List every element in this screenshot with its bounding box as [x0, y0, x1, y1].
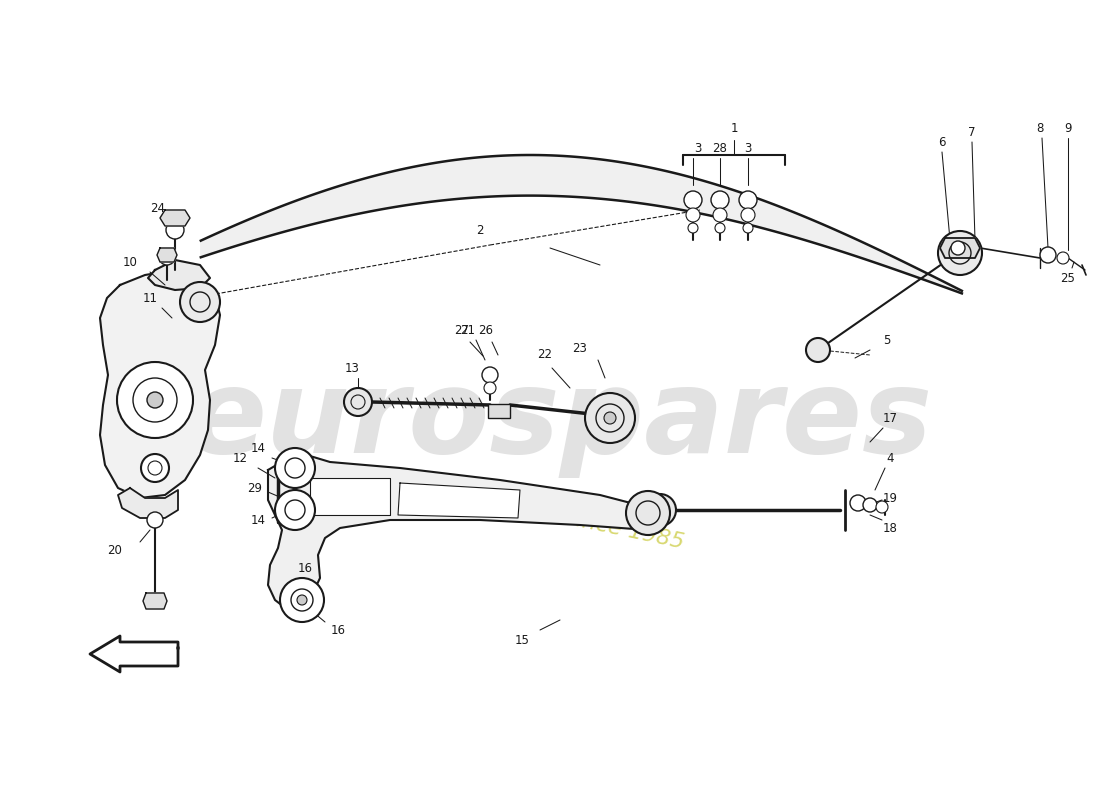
Circle shape — [741, 208, 755, 222]
Text: 10: 10 — [122, 255, 138, 269]
Text: 12: 12 — [232, 451, 248, 465]
Circle shape — [147, 512, 163, 528]
Circle shape — [1040, 247, 1056, 263]
Circle shape — [876, 501, 888, 513]
Circle shape — [275, 448, 315, 488]
Circle shape — [280, 578, 324, 622]
Polygon shape — [157, 248, 177, 262]
Polygon shape — [268, 456, 660, 610]
Circle shape — [160, 249, 175, 265]
Polygon shape — [118, 488, 178, 518]
Text: 28: 28 — [713, 142, 727, 154]
Circle shape — [1057, 252, 1069, 264]
Circle shape — [715, 223, 725, 233]
Text: eurospares: eurospares — [187, 362, 933, 478]
Text: 27: 27 — [454, 323, 470, 337]
Circle shape — [482, 367, 498, 383]
Text: 26: 26 — [478, 323, 494, 337]
Text: 20: 20 — [108, 543, 122, 557]
Text: 25: 25 — [1060, 271, 1076, 285]
Circle shape — [864, 498, 877, 512]
Circle shape — [713, 208, 727, 222]
Circle shape — [585, 393, 635, 443]
Polygon shape — [940, 238, 980, 258]
Text: 14: 14 — [251, 514, 265, 526]
Text: 13: 13 — [344, 362, 360, 374]
Polygon shape — [310, 478, 390, 515]
Circle shape — [711, 191, 729, 209]
Text: 11: 11 — [143, 291, 157, 305]
Polygon shape — [160, 210, 190, 226]
Circle shape — [180, 282, 220, 322]
Circle shape — [604, 412, 616, 424]
Circle shape — [952, 241, 965, 255]
Polygon shape — [201, 155, 961, 294]
Text: 21: 21 — [461, 323, 475, 337]
Text: 18: 18 — [882, 522, 898, 534]
Text: 5: 5 — [883, 334, 891, 346]
Circle shape — [684, 191, 702, 209]
Text: 15: 15 — [515, 634, 529, 646]
Text: 3: 3 — [694, 142, 702, 154]
Circle shape — [688, 223, 698, 233]
Text: 2: 2 — [476, 223, 484, 237]
Text: 6: 6 — [938, 137, 946, 150]
Circle shape — [141, 454, 169, 482]
Circle shape — [117, 362, 192, 438]
Circle shape — [686, 208, 700, 222]
Circle shape — [626, 491, 670, 535]
Circle shape — [275, 490, 315, 530]
Text: 7: 7 — [968, 126, 976, 139]
Text: 9: 9 — [1065, 122, 1071, 134]
Text: 19: 19 — [882, 491, 898, 505]
Polygon shape — [148, 260, 210, 290]
Circle shape — [938, 231, 982, 275]
Text: 16: 16 — [297, 562, 312, 574]
Polygon shape — [100, 270, 220, 498]
Circle shape — [484, 382, 496, 394]
Text: 16: 16 — [330, 623, 345, 637]
Circle shape — [644, 494, 676, 526]
Circle shape — [147, 392, 163, 408]
Text: 14: 14 — [251, 442, 265, 454]
Polygon shape — [143, 593, 167, 609]
Circle shape — [850, 495, 866, 511]
Text: 22: 22 — [538, 349, 552, 362]
Text: 24: 24 — [151, 202, 165, 214]
Bar — [488, 404, 510, 418]
Text: passion for parts since 1985: passion for parts since 1985 — [374, 467, 686, 553]
Circle shape — [739, 191, 757, 209]
Text: 23: 23 — [573, 342, 587, 354]
Text: 3: 3 — [745, 142, 751, 154]
Text: 17: 17 — [882, 411, 898, 425]
Polygon shape — [90, 636, 178, 672]
Text: 8: 8 — [1036, 122, 1044, 134]
Text: 4: 4 — [887, 451, 893, 465]
Text: 1: 1 — [730, 122, 738, 134]
Circle shape — [297, 595, 307, 605]
Circle shape — [344, 388, 372, 416]
Text: 29: 29 — [248, 482, 263, 494]
Circle shape — [166, 221, 184, 239]
Circle shape — [742, 223, 754, 233]
Polygon shape — [398, 483, 520, 518]
Circle shape — [806, 338, 830, 362]
